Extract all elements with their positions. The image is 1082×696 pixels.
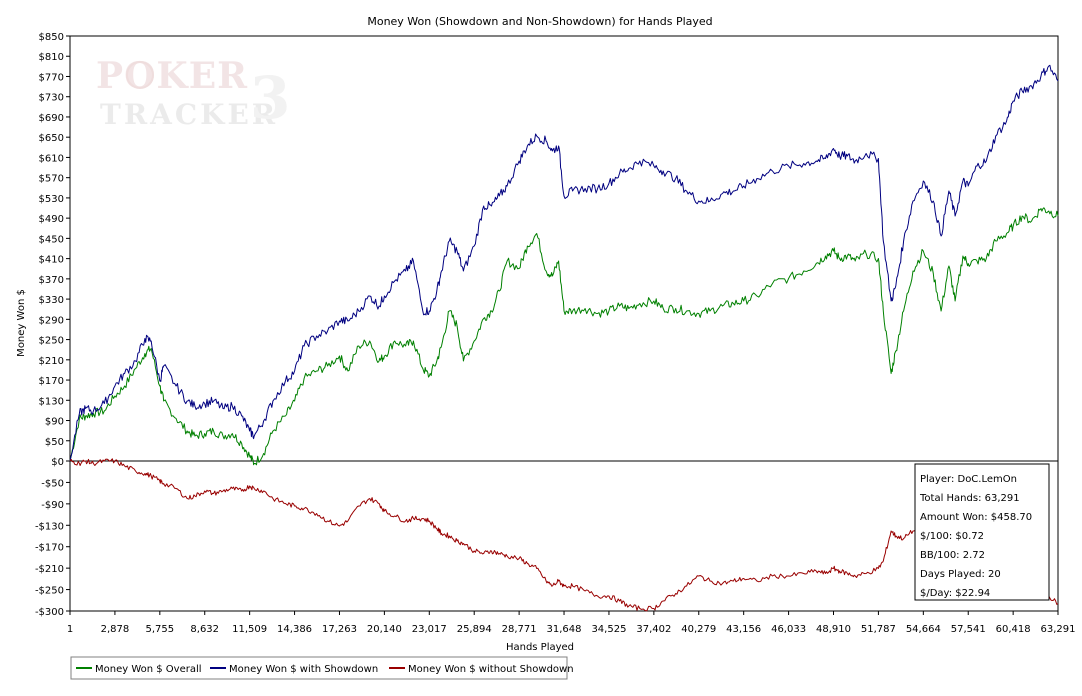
series-layer — [69, 64, 1059, 612]
chart-title: Money Won (Showdown and Non-Showdown) fo… — [367, 15, 712, 28]
legend-entry: Money Won $ Overall — [95, 664, 202, 675]
y-tick-label: $290 — [39, 315, 64, 326]
x-tick-label: 17,263 — [322, 624, 357, 635]
y-tick-label: $530 — [39, 194, 64, 205]
y-tick-label: $570 — [39, 174, 64, 185]
stats-line: Total Hands: 63,291 — [919, 493, 1020, 504]
y-axis-title: Money Won $ — [16, 289, 27, 357]
legend-frame — [70, 656, 568, 680]
y-tick-label: -$250 — [35, 586, 64, 597]
x-tick-label: 60,418 — [996, 624, 1031, 635]
y-tick-label: $210 — [39, 356, 64, 367]
x-tick-label: 57,541 — [951, 624, 986, 635]
x-tick-label: 40,279 — [681, 624, 716, 635]
x-tick-label: 54,664 — [906, 624, 941, 635]
stats-line: BB/100: 2.72 — [920, 550, 985, 561]
y-tick-label: $770 — [39, 72, 64, 83]
stats-box: Player: DoC.LemOn Total Hands: 63,291 Amou… — [914, 463, 1050, 601]
x-tick-label: 23,017 — [412, 624, 447, 635]
y-tick-label: $450 — [39, 234, 64, 245]
y-tick-label: -$90 — [41, 500, 64, 511]
x-tick-label: 25,894 — [457, 624, 492, 635]
y-tick-label: -$170 — [35, 543, 64, 554]
y-tick-label: -$300 — [35, 607, 64, 618]
y-tick-label: $690 — [39, 113, 64, 124]
stats-line: Days Played: 20 — [920, 569, 1001, 580]
x-tick-label: 31,648 — [547, 624, 582, 635]
y-tick-label: $810 — [39, 52, 64, 63]
x-tick-label: 20,140 — [367, 624, 402, 635]
y-tick-label: -$130 — [35, 521, 64, 532]
x-tick-label: 34,525 — [591, 624, 626, 635]
x-tick-label: 1 — [67, 624, 73, 635]
y-tick-label: $130 — [39, 396, 64, 407]
y-tick-label: $0 — [51, 457, 64, 468]
y-tick-label: $490 — [39, 214, 64, 225]
y-tick-label: -$210 — [35, 564, 64, 575]
y-tick-label: $610 — [39, 153, 64, 164]
y-tick-label: $730 — [39, 93, 64, 104]
legend-entry: Money Won $ without Showdown — [408, 664, 574, 675]
stats-box-frame — [914, 463, 1050, 601]
x-tick-label: 14,386 — [277, 624, 312, 635]
stats-line: Player: DoC.LemOn — [920, 474, 1017, 485]
x-tick-label: 2,878 — [101, 624, 130, 635]
y-tick-label: $370 — [39, 275, 64, 286]
x-tick-label: 63,291 — [1041, 624, 1076, 635]
x-axis: 1 2,878 5,755 8,632 11,509 14,386 17,263 20,140… — [67, 611, 1076, 635]
x-tick-label: 43,156 — [726, 624, 761, 635]
x-tick-label: 48,910 — [816, 624, 851, 635]
stats-line: $/100: $0.72 — [920, 531, 984, 542]
x-tick-label: 8,632 — [190, 624, 219, 635]
x-tick-label: 11,509 — [232, 624, 267, 635]
y-tick-label: $850 — [39, 32, 64, 43]
x-tick-label: 51,787 — [861, 624, 896, 635]
y-tick-label: $250 — [39, 336, 64, 347]
y-tick-label: $650 — [39, 133, 64, 144]
x-tick-label: 28,771 — [502, 624, 537, 635]
y-tick-label: $330 — [39, 295, 64, 306]
legend-entry: Money Won $ with Showdown — [229, 664, 378, 675]
y-tick-label: $90 — [45, 417, 64, 428]
watermark-tracker: TRACKER — [100, 98, 278, 131]
y-tick-label: $50 — [45, 437, 64, 448]
y-tick-label: $410 — [39, 255, 64, 266]
y-tick-label: -$50 — [41, 478, 64, 489]
legend: Money Won $ Overall Money Won $ with Show… — [70, 656, 574, 680]
watermark-numeral: 3 — [250, 64, 290, 132]
y-tick-label: $170 — [39, 376, 64, 387]
series-line-3 — [69, 458, 1059, 612]
stats-line: Amount Won: $458.70 — [920, 512, 1032, 523]
watermark-poker: POKER — [96, 55, 248, 97]
x-tick-label: 5,755 — [146, 624, 175, 635]
x-axis-title: Hands Played — [506, 642, 574, 653]
x-tick-label: 46,033 — [771, 624, 806, 635]
series-line-2 — [69, 64, 1059, 462]
watermark-logo: POKER TRACKER 3 — [96, 55, 290, 132]
chip-icon — [126, 61, 154, 89]
stats-line: $/Day: $22.94 — [920, 588, 990, 599]
series-line-1 — [69, 207, 1059, 466]
y-axis: $850 $810 $770 $730 $690 $650 $610 $570 $530 $490… — [35, 32, 70, 618]
x-tick-label: 37,402 — [636, 624, 671, 635]
